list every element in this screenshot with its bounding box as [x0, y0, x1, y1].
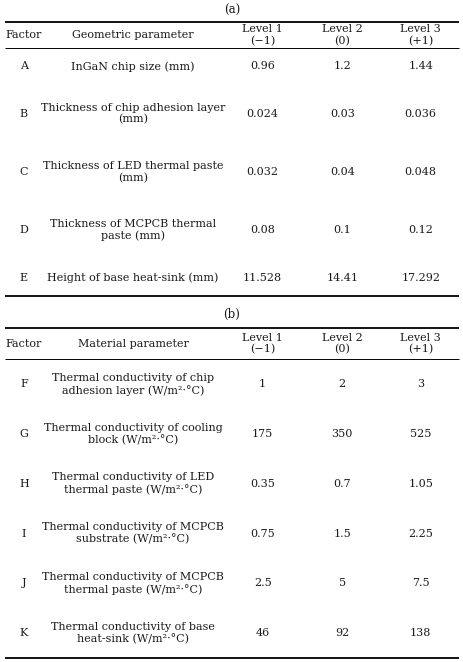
Text: 1.05: 1.05: [407, 479, 432, 489]
Text: D: D: [19, 225, 28, 236]
Text: Level 3
(+1): Level 3 (+1): [400, 24, 440, 46]
Text: 1.2: 1.2: [333, 62, 350, 71]
Text: C: C: [19, 167, 28, 177]
Text: Thermal conductivity of MCPCB
thermal paste (W/m²·°C): Thermal conductivity of MCPCB thermal pa…: [42, 572, 224, 594]
Text: 14.41: 14.41: [325, 273, 357, 283]
Text: (a): (a): [223, 3, 240, 17]
Text: 525: 525: [409, 429, 431, 439]
Text: G: G: [19, 429, 28, 439]
Text: Thermal conductivity of MCPCB
substrate (W/m²·°C): Thermal conductivity of MCPCB substrate …: [42, 522, 224, 545]
Text: 1.5: 1.5: [333, 528, 350, 539]
Text: F: F: [20, 379, 28, 389]
Text: 92: 92: [334, 628, 349, 638]
Text: 350: 350: [331, 429, 352, 439]
Text: 46: 46: [255, 628, 269, 638]
Text: B: B: [20, 109, 28, 118]
Text: Level 2
(0): Level 2 (0): [321, 24, 362, 46]
Text: Thickness of LED thermal paste
(mm): Thickness of LED thermal paste (mm): [43, 161, 223, 183]
Text: Factor: Factor: [6, 30, 42, 40]
Text: 0.04: 0.04: [329, 167, 354, 177]
Text: 0.048: 0.048: [404, 167, 436, 177]
Text: Level 1
(−1): Level 1 (−1): [242, 24, 282, 46]
Text: Thickness of MCPCB thermal
paste (mm): Thickness of MCPCB thermal paste (mm): [50, 219, 216, 242]
Text: 2.5: 2.5: [253, 579, 271, 589]
Text: 2: 2: [338, 379, 345, 389]
Text: Level 3
(+1): Level 3 (+1): [400, 333, 440, 355]
Text: 0.75: 0.75: [250, 528, 275, 539]
Text: I: I: [22, 528, 26, 539]
Text: Geometric parameter: Geometric parameter: [72, 30, 194, 40]
Text: A: A: [20, 62, 28, 71]
Text: 0.036: 0.036: [404, 109, 436, 118]
Text: 17.292: 17.292: [400, 273, 439, 283]
Text: Height of base heat-sink (mm): Height of base heat-sink (mm): [47, 273, 219, 283]
Text: (b): (b): [223, 308, 240, 320]
Text: K: K: [20, 628, 28, 638]
Text: 0.7: 0.7: [333, 479, 350, 489]
Text: 0.03: 0.03: [329, 109, 354, 118]
Text: Thermal conductivity of base
heat-sink (W/m²·°C): Thermal conductivity of base heat-sink (…: [51, 622, 214, 644]
Text: 7.5: 7.5: [411, 579, 429, 589]
Text: 0.024: 0.024: [246, 109, 278, 118]
Text: 0.35: 0.35: [250, 479, 275, 489]
Text: H: H: [19, 479, 29, 489]
Text: 175: 175: [251, 429, 273, 439]
Text: 1: 1: [258, 379, 266, 389]
Text: 2.25: 2.25: [407, 528, 432, 539]
Text: 3: 3: [416, 379, 423, 389]
Text: 1.44: 1.44: [407, 62, 432, 71]
Text: Level 1
(−1): Level 1 (−1): [242, 333, 282, 355]
Text: 0.1: 0.1: [333, 225, 350, 236]
Text: 5: 5: [338, 579, 345, 589]
Text: 0.12: 0.12: [407, 225, 432, 236]
Text: 0.96: 0.96: [250, 62, 275, 71]
Text: 11.528: 11.528: [243, 273, 282, 283]
Text: 0.032: 0.032: [246, 167, 278, 177]
Text: Material parameter: Material parameter: [77, 339, 188, 349]
Text: 0.08: 0.08: [250, 225, 275, 236]
Text: E: E: [20, 273, 28, 283]
Text: J: J: [22, 579, 26, 589]
Text: Factor: Factor: [6, 339, 42, 349]
Text: Thermal conductivity of LED
thermal paste (W/m²·°C): Thermal conductivity of LED thermal past…: [52, 473, 214, 495]
Text: Thermal conductivity of cooling
block (W/m²·°C): Thermal conductivity of cooling block (W…: [44, 423, 222, 445]
Text: Thermal conductivity of chip
adhesion layer (W/m²·°C): Thermal conductivity of chip adhesion la…: [52, 373, 214, 396]
Text: Level 2
(0): Level 2 (0): [321, 333, 362, 355]
Text: Thickness of chip adhesion layer
(mm): Thickness of chip adhesion layer (mm): [41, 103, 225, 124]
Text: 138: 138: [409, 628, 431, 638]
Text: InGaN chip size (mm): InGaN chip size (mm): [71, 61, 194, 71]
